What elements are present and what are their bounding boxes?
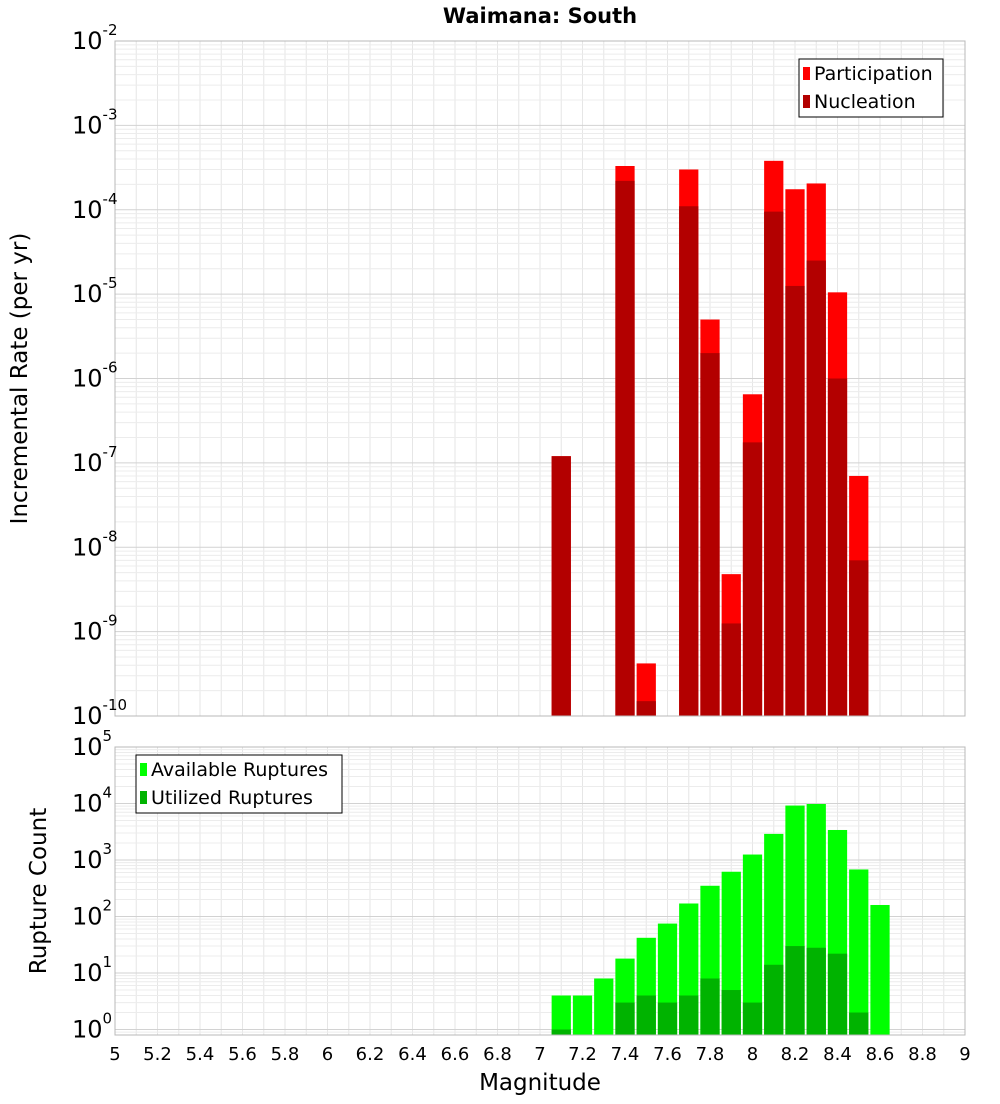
x-tick-label: 6 (322, 1044, 333, 1065)
bar (636, 701, 656, 716)
x-tick-label: 8.2 (781, 1044, 810, 1065)
series-nucleation (551, 180, 869, 716)
x-tick-label: 6.2 (356, 1044, 385, 1065)
y-tick-label: 104 (72, 784, 112, 818)
bar (742, 854, 763, 1035)
y-tick-label: 103 (72, 840, 112, 874)
y-tick-label: 10-2 (72, 21, 118, 55)
bar (615, 1002, 635, 1035)
legend-swatch (140, 763, 147, 776)
bar (849, 560, 869, 716)
bar (827, 953, 848, 1035)
bar (615, 180, 635, 716)
x-tick-label: 8.8 (908, 1044, 937, 1065)
y-tick-label: 10-6 (72, 359, 118, 393)
legend-swatch (803, 95, 810, 108)
bar (870, 904, 890, 1035)
x-tick-label: 7 (534, 1044, 545, 1065)
y-axis-label: Incremental Rate (per yr) (7, 233, 33, 525)
legend-label: Utilized Ruptures (151, 787, 313, 809)
x-tick-label: 7.4 (611, 1044, 640, 1065)
legend-box (135, 754, 343, 814)
y-tick-label: 10-5 (72, 274, 118, 308)
bar (700, 353, 720, 716)
x-tick-label: 8.6 (866, 1044, 895, 1065)
legend-label: Nucleation (814, 91, 916, 113)
bar (806, 260, 826, 716)
x-tick-label: 6.4 (398, 1044, 427, 1065)
x-tick-label: 7.6 (653, 1044, 682, 1065)
y-tick-label: 102 (72, 897, 112, 931)
bar (721, 990, 741, 1035)
bar (849, 1012, 869, 1035)
x-tick-label: 9 (959, 1044, 970, 1065)
bar (827, 378, 848, 716)
x-tick-label: 8 (747, 1044, 758, 1065)
bar (594, 978, 614, 1035)
bar (742, 1002, 763, 1035)
y-tick-label: 10-10 (72, 696, 127, 730)
y-tick-labels: 100 101 102 103 104 105 (72, 727, 112, 1044)
bar (572, 995, 593, 1035)
bar (679, 206, 699, 716)
bar (742, 442, 763, 716)
bar (764, 211, 784, 716)
y-tick-label: 100 (72, 1010, 112, 1044)
legend-label: Available Ruptures (151, 759, 328, 781)
x-tick-label: 5.8 (271, 1044, 300, 1065)
y-axis-label: Rupture Count (26, 808, 52, 974)
y-tick-label: 10-4 (72, 190, 118, 224)
bar (764, 964, 784, 1035)
x-axis-label: Magnitude (479, 1070, 601, 1096)
bar (849, 869, 869, 1035)
plot-frame (114, 40, 966, 717)
y-tick-label: 101 (72, 953, 112, 987)
x-tick-label: 5 (109, 1044, 120, 1065)
bar (636, 995, 656, 1035)
bar (551, 456, 571, 716)
legend-swatch (803, 67, 810, 80)
bar (551, 995, 571, 1035)
bar (785, 946, 805, 1035)
chart-title: Waimana: South (443, 4, 637, 28)
bar (785, 285, 805, 716)
legend-label: Participation (814, 63, 933, 85)
x-tick-label: 8.4 (823, 1044, 852, 1065)
y-tick-label: 10-3 (72, 105, 118, 139)
bar (806, 947, 826, 1035)
count-panel: 100 101 102 103 104 105 Rupture Count 5 5.2 5.4 5.… (26, 727, 971, 1096)
legend-swatch (140, 791, 147, 804)
bar (551, 1029, 571, 1035)
bar (721, 623, 741, 716)
x-tick-label: 6.6 (441, 1044, 470, 1065)
y-tick-label: 105 (72, 727, 112, 761)
x-tick-labels: 5 5.2 5.4 5.6 5.8 6 6.2 6.4 6.6 6.8 7 7.2 7.4 7.6 7.8 8… (109, 1044, 970, 1065)
x-tick-label: 5.6 (228, 1044, 257, 1065)
plot-frame (114, 746, 966, 1036)
y-tick-labels: 10-10 10-9 10-8 10-7 10-6 10-5 10-4 10-3 10-2 (72, 21, 127, 730)
bar (700, 978, 720, 1035)
rate-panel: 10-10 10-9 10-8 10-7 10-6 10-5 10-4 10-3 10-2 Inc… (7, 4, 966, 730)
legend: Available Ruptures Utilized Ruptures (135, 754, 343, 814)
bar (657, 1002, 678, 1035)
x-tick-label: 5.2 (143, 1044, 172, 1065)
x-tick-label: 6.8 (483, 1044, 512, 1065)
x-tick-label: 5.4 (186, 1044, 215, 1065)
y-tick-label: 10-7 (72, 443, 118, 477)
series-utilized-ruptures (551, 946, 869, 1035)
legend: Participation Nucleation (798, 58, 944, 118)
x-tick-label: 7.2 (568, 1044, 597, 1065)
legend-box (798, 58, 944, 118)
x-tick-label: 7.8 (696, 1044, 725, 1065)
y-tick-label: 10-9 (72, 612, 118, 646)
bar (679, 995, 699, 1035)
y-tick-label: 10-8 (72, 527, 118, 561)
